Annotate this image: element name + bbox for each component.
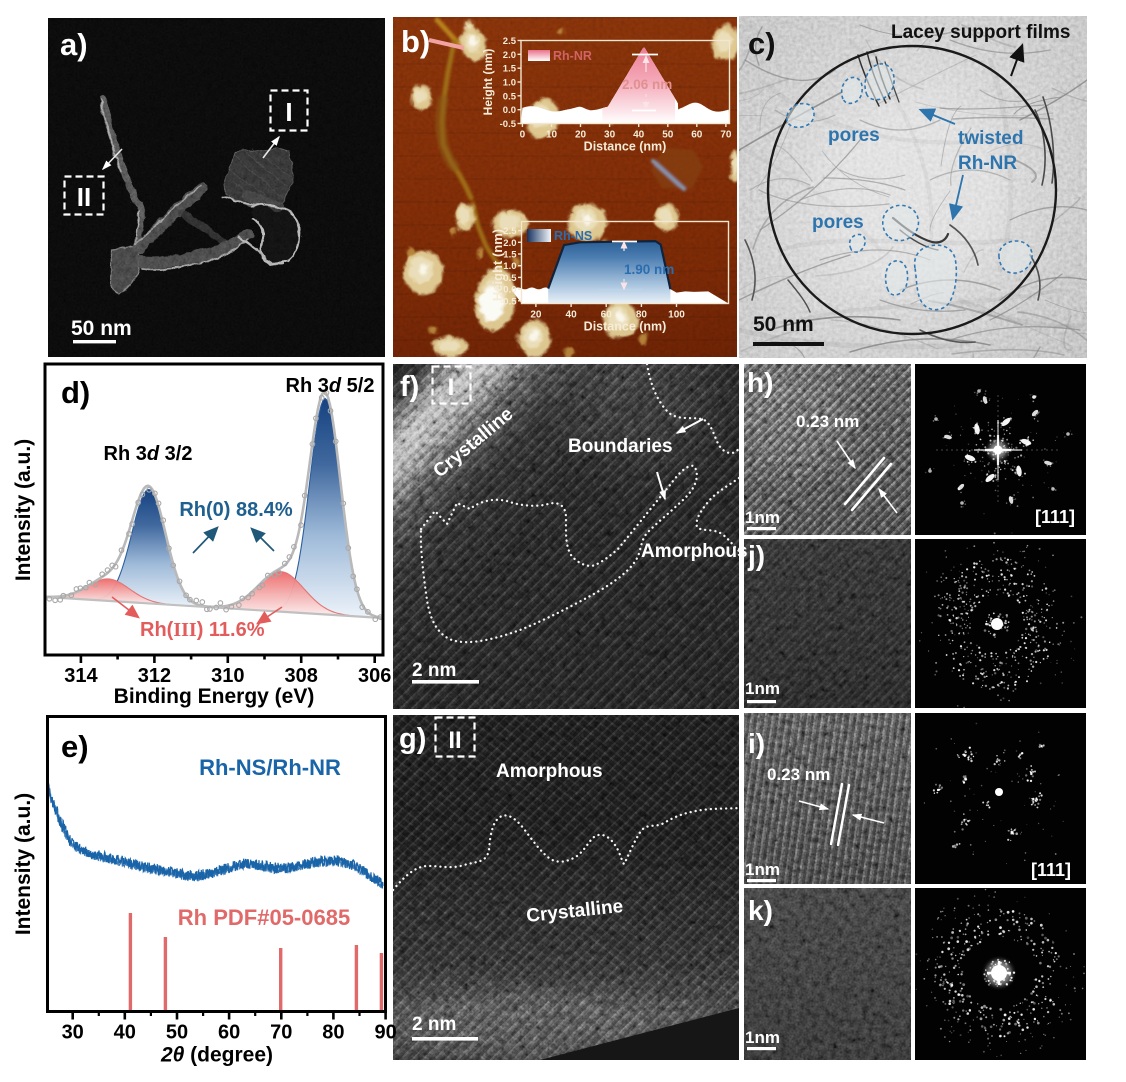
svg-text:[111]: [111]: [1035, 507, 1075, 527]
svg-text:70: 70: [270, 1022, 292, 1044]
svg-text:312: 312: [138, 665, 171, 687]
svg-text:Amorphous: Amorphous: [641, 541, 748, 562]
svg-text:2.0: 2.0: [503, 238, 516, 249]
svg-text:310: 310: [211, 665, 244, 687]
svg-text:1.5: 1.5: [503, 64, 517, 75]
svg-text:Height (nm): Height (nm): [490, 229, 505, 301]
svg-text:0: 0: [520, 130, 526, 141]
svg-text:80: 80: [322, 1022, 344, 1044]
svg-text:j): j): [747, 540, 765, 571]
svg-text:[111]: [111]: [1031, 860, 1071, 880]
svg-text:0.5: 0.5: [503, 91, 517, 102]
svg-text:c): c): [748, 26, 776, 61]
svg-text:Rh PDF#05-0685: Rh PDF#05-0685: [178, 905, 350, 930]
svg-text:2 nm: 2 nm: [412, 1014, 456, 1035]
svg-text:60: 60: [601, 310, 613, 321]
svg-text:Intensity (a.u.): Intensity (a.u.): [12, 439, 35, 581]
svg-text:20: 20: [530, 310, 542, 321]
svg-text:e): e): [61, 729, 89, 764]
svg-text:Binding Energy (eV): Binding Energy (eV): [114, 685, 315, 708]
svg-text:Amorphous: Amorphous: [496, 761, 603, 782]
svg-text:0.0: 0.0: [503, 105, 516, 116]
svg-text:2.5: 2.5: [503, 36, 517, 47]
svg-text:i): i): [748, 728, 765, 759]
svg-text:50 nm: 50 nm: [753, 313, 814, 336]
svg-text:Distance (nm): Distance (nm): [584, 140, 667, 154]
svg-text:50 nm: 50 nm: [71, 317, 132, 340]
svg-text:Boundaries: Boundaries: [568, 436, 673, 457]
svg-text:I: I: [285, 97, 292, 127]
svg-text:0.23 nm: 0.23 nm: [796, 412, 859, 431]
svg-text:b): b): [401, 24, 430, 59]
svg-text:0.23 nm: 0.23 nm: [767, 765, 830, 784]
svg-text:Lacey support films: Lacey support films: [891, 22, 1071, 43]
svg-text:Rh-NR: Rh-NR: [553, 49, 592, 63]
svg-text:-0.5: -0.5: [500, 119, 517, 130]
svg-text:f): f): [400, 371, 419, 403]
svg-text:1.0: 1.0: [503, 78, 516, 89]
svg-text:1nm: 1nm: [745, 508, 780, 527]
svg-text:1.90 nm: 1.90 nm: [624, 262, 674, 277]
svg-text:90: 90: [374, 1022, 396, 1044]
svg-text:50: 50: [166, 1022, 188, 1044]
svg-text:0.5: 0.5: [503, 273, 517, 284]
svg-text:2.0: 2.0: [503, 50, 516, 61]
svg-text:Rh(0) 88.4%: Rh(0) 88.4%: [179, 499, 293, 521]
svg-text:pores: pores: [812, 212, 864, 233]
svg-text:Height (nm): Height (nm): [481, 49, 495, 116]
svg-text:10: 10: [546, 130, 558, 141]
svg-text:Rh-NR: Rh-NR: [958, 153, 1017, 174]
svg-text:Distance (nm): Distance (nm): [584, 320, 667, 334]
svg-text:Rh 3d 3/2: Rh 3d 3/2: [104, 443, 193, 465]
svg-text:308: 308: [285, 665, 318, 687]
svg-text:306: 306: [358, 665, 391, 687]
svg-text:k): k): [748, 895, 773, 926]
svg-text:0.0: 0.0: [503, 285, 516, 296]
svg-text:30: 30: [604, 130, 616, 141]
svg-text:2.5: 2.5: [503, 226, 517, 237]
svg-text:1.5: 1.5: [503, 250, 517, 261]
svg-text:Rh 3d 5/2: Rh 3d 5/2: [286, 375, 375, 397]
svg-text:2θ (degree): 2θ (degree): [160, 1044, 273, 1067]
svg-text:314: 314: [64, 665, 98, 687]
svg-text:70: 70: [720, 130, 732, 141]
svg-text:20: 20: [575, 130, 587, 141]
svg-text:50: 50: [662, 130, 674, 141]
svg-text:a): a): [60, 27, 88, 62]
svg-text:60: 60: [218, 1022, 240, 1044]
svg-text:30: 30: [62, 1022, 84, 1044]
svg-text:-0.5: -0.5: [500, 296, 517, 307]
svg-text:1nm: 1nm: [745, 1028, 780, 1047]
svg-text:100: 100: [668, 310, 685, 321]
svg-text:2 nm: 2 nm: [412, 660, 456, 681]
svg-text:Rh-NS/Rh-NR: Rh-NS/Rh-NR: [199, 755, 341, 780]
svg-text:Rh(III) 11.6%: Rh(III) 11.6%: [140, 619, 265, 641]
svg-text:40: 40: [114, 1022, 136, 1044]
svg-text:II: II: [77, 182, 91, 212]
svg-text:II: II: [448, 727, 461, 754]
svg-text:40: 40: [633, 130, 645, 141]
svg-text:60: 60: [691, 130, 703, 141]
svg-text:40: 40: [566, 310, 578, 321]
svg-text:1nm: 1nm: [745, 679, 780, 698]
svg-text:2.06 nm: 2.06 nm: [622, 77, 672, 92]
svg-text:pores: pores: [828, 125, 880, 146]
svg-text:I: I: [448, 374, 455, 401]
svg-text:Rh-NS: Rh-NS: [554, 229, 592, 243]
svg-text:1nm: 1nm: [745, 860, 780, 879]
svg-text:h): h): [747, 367, 773, 398]
svg-text:Intensity (a.u.): Intensity (a.u.): [12, 793, 35, 935]
svg-text:d): d): [61, 375, 90, 410]
svg-text:80: 80: [636, 310, 648, 321]
svg-text:1.0: 1.0: [503, 261, 516, 272]
svg-text:twisted: twisted: [958, 128, 1023, 149]
svg-text:g): g): [399, 723, 426, 755]
